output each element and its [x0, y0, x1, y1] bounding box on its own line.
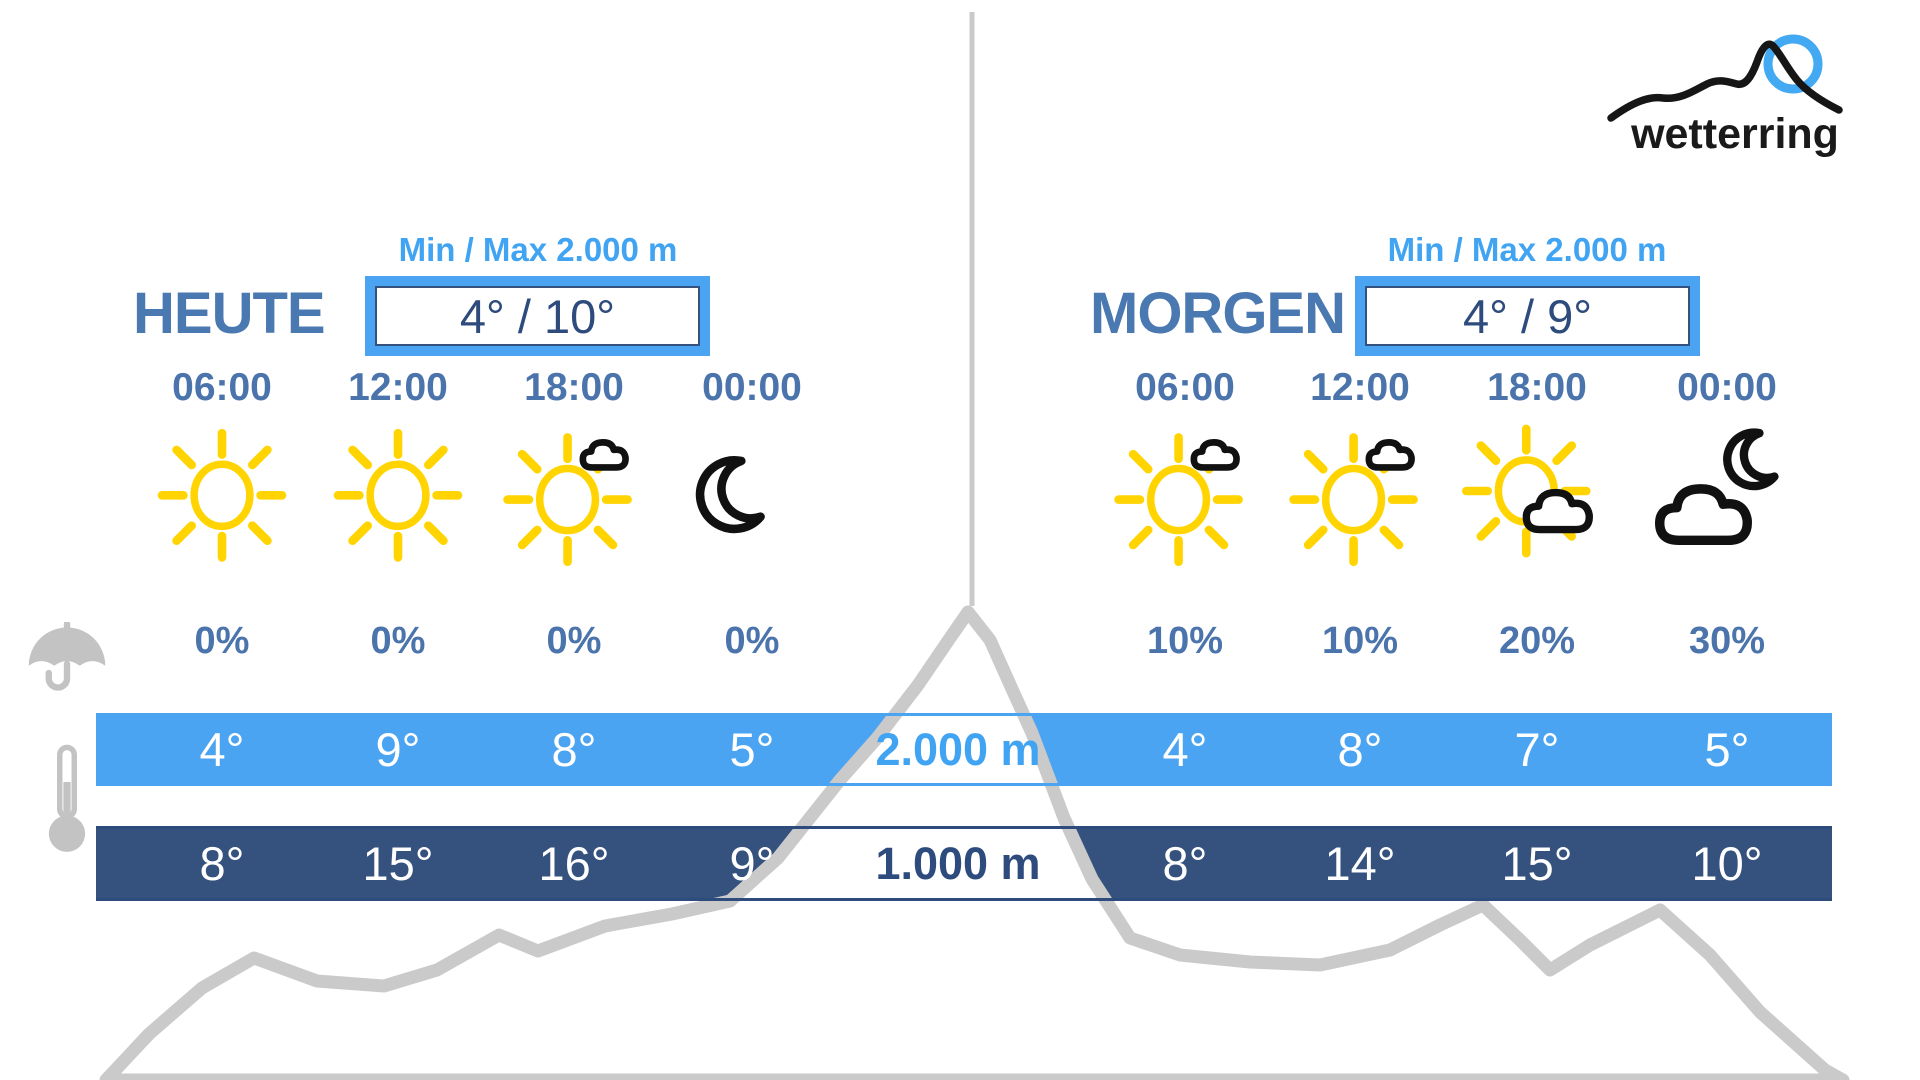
time-label: 18:00 [524, 366, 624, 409]
temp-2000m: 9° [375, 723, 421, 776]
thermometer-icon [48, 744, 86, 852]
temp-2000m: 5° [729, 723, 775, 776]
time-label: 00:00 [702, 366, 802, 409]
forecast-column: 18:00 0% 8° 16° [479, 0, 669, 1080]
precip-value: 10% [1321, 620, 1399, 662]
logo-mountain-icon [1607, 40, 1843, 122]
minmax-box-morgen: 4° / 9° [1355, 276, 1700, 356]
weather-icon [677, 416, 827, 566]
elevation-label-2000m: 2.000 m [875, 724, 1041, 775]
minmax-label-heute: Min / Max 2.000 m [398, 231, 678, 268]
precip-value: 0% [194, 620, 250, 662]
time-label: 06:00 [172, 366, 272, 409]
temp-2000m: 4° [199, 723, 245, 776]
weather-icon [147, 416, 297, 566]
forecast-column: 12:00 0% 9° 15° [303, 0, 493, 1080]
minmax-value-heute: 4° / 10° [459, 290, 616, 343]
precip-value: 10% [1146, 620, 1224, 662]
forecast-column: 06:00 0% 4° 8° [127, 0, 317, 1080]
temp-1000m: 15° [1501, 837, 1573, 890]
temp-2000m: 8° [1337, 723, 1383, 776]
umbrella-icon [28, 622, 106, 691]
precip-value: 30% [1688, 620, 1766, 662]
temp-2000m: 5° [1704, 723, 1750, 776]
precip-value: 0% [724, 620, 780, 662]
mountain-silhouette [99, 605, 1850, 1080]
precip-value: 0% [370, 620, 426, 662]
temp-1000m: 8° [199, 837, 245, 890]
elevation-label-1000m: 1.000 m [875, 838, 1041, 889]
time-label: 18:00 [1487, 366, 1587, 409]
time-label: 12:00 [348, 366, 448, 409]
forecast-column: 18:00 20% 7° 15° [1442, 0, 1632, 1080]
day-label-morgen: MORGEN [1090, 281, 1346, 346]
weather-icon [1110, 416, 1260, 566]
temp-2000m: 4° [1162, 723, 1208, 776]
temp-2000m: 7° [1514, 723, 1560, 776]
precip-value: 0% [546, 620, 602, 662]
minmax-box-heute: 4° / 10° [365, 276, 710, 356]
temp-1000m: 10° [1691, 837, 1763, 890]
forecast-column: 12:00 10% 8° 14° [1265, 0, 1455, 1080]
forecast-column: 00:00 30% 5° 10° [1632, 0, 1822, 1080]
time-label: 00:00 [1677, 366, 1777, 409]
time-label: 06:00 [1135, 366, 1235, 409]
temp-1000m: 16° [538, 837, 610, 890]
weather-icon [1462, 416, 1612, 566]
weather-icon [1285, 416, 1435, 566]
forecast-column: 06:00 10% 4° 8° [1090, 0, 1280, 1080]
precip-value: 20% [1498, 620, 1576, 662]
temp-1000m: 8° [1162, 837, 1208, 890]
forecast-column: 00:00 0% 5° 9° [657, 0, 847, 1080]
brand-logo: wetterring [1607, 34, 1843, 158]
brand-name: wetterring [1630, 110, 1839, 158]
temp-2000m: 8° [551, 723, 597, 776]
weather-icon [1652, 416, 1802, 566]
temp-1000m: 15° [362, 837, 434, 890]
minmax-value-morgen: 4° / 9° [1462, 290, 1593, 343]
minmax-label-morgen: Min / Max 2.000 m [1387, 231, 1667, 268]
temp-1000m: 9° [729, 837, 775, 890]
weather-icon [323, 416, 473, 566]
day-label-heute: HEUTE [133, 281, 326, 346]
temp-1000m: 14° [1324, 837, 1396, 890]
weather-icon [499, 416, 649, 566]
time-label: 12:00 [1310, 366, 1410, 409]
